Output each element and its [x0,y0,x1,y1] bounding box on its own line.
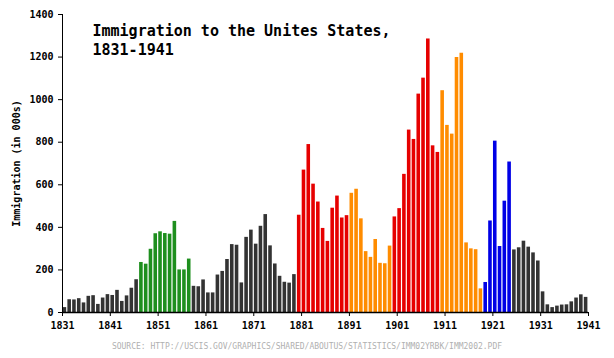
svg-text:400: 400 [35,222,53,233]
svg-text:1911: 1911 [433,320,457,331]
svg-text:1891: 1891 [337,320,361,331]
svg-text:800: 800 [35,136,53,147]
svg-text:Immigration (in 000s): Immigration (in 000s) [11,100,22,226]
svg-text:0: 0 [47,307,53,318]
svg-text:1000: 1000 [29,94,53,105]
svg-text:1841: 1841 [98,320,122,331]
svg-text:1871: 1871 [242,320,266,331]
svg-text:1941: 1941 [576,320,600,331]
svg-text:1400: 1400 [29,9,53,20]
svg-text:Immigration to the Unites Stat: Immigration to the Unites States,1831-19… [93,22,391,59]
svg-text:200: 200 [35,264,53,275]
svg-text:1200: 1200 [29,51,53,62]
svg-text:1921: 1921 [481,320,505,331]
svg-text:1931: 1931 [529,320,553,331]
svg-text:600: 600 [35,179,53,190]
svg-text:1851: 1851 [146,320,170,331]
html-text:SOURCE: HTTP://USCIS.GOV/GRAPH: SOURCE: HTTP://USCIS.GOV/GRAPHICS/SHARED… [111,342,503,351]
svg-text:1901: 1901 [385,320,409,331]
svg-text:1881: 1881 [290,320,314,331]
svg-text:1831: 1831 [50,320,74,331]
svg-text:1861: 1861 [194,320,218,331]
